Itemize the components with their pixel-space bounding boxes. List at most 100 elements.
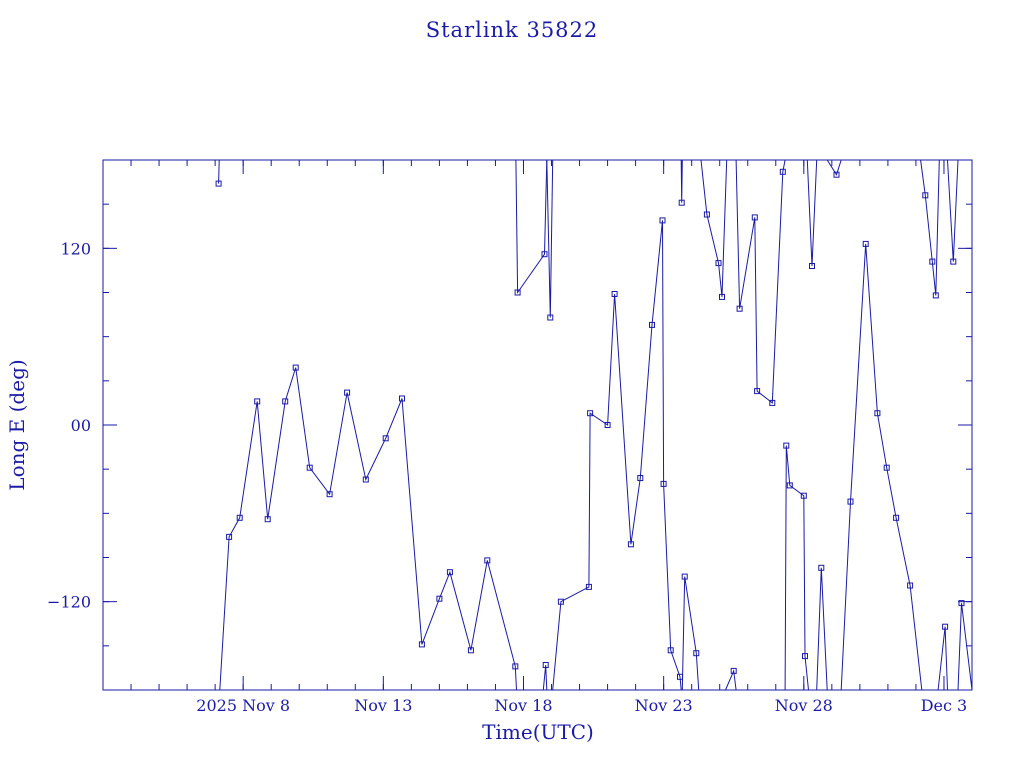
series-line bbox=[816, 567, 828, 691]
data-point bbox=[362, 476, 369, 483]
data-point bbox=[703, 211, 710, 218]
data-point bbox=[215, 180, 222, 187]
data-point bbox=[862, 240, 869, 247]
data-point bbox=[786, 482, 793, 489]
data-point bbox=[604, 422, 611, 428]
data-point bbox=[958, 600, 965, 607]
data-point bbox=[833, 171, 840, 178]
data-point bbox=[783, 442, 790, 449]
data-point bbox=[847, 498, 854, 505]
data-point bbox=[292, 364, 299, 371]
series-line bbox=[218, 159, 220, 184]
data-point bbox=[236, 514, 243, 521]
data-point bbox=[627, 541, 634, 548]
series-line bbox=[947, 159, 959, 262]
data-point bbox=[637, 475, 644, 481]
data-point bbox=[326, 491, 333, 498]
x-tick-label: 2025 Nov 8 bbox=[196, 696, 290, 715]
data-point bbox=[611, 291, 618, 297]
data-point bbox=[719, 293, 725, 300]
data-point bbox=[306, 464, 313, 471]
y-tick-label: 00 bbox=[71, 416, 91, 435]
series-line bbox=[784, 445, 809, 691]
data-point bbox=[649, 321, 655, 328]
plot-frame bbox=[102, 159, 973, 691]
data-point bbox=[514, 289, 521, 296]
data-point bbox=[677, 673, 683, 680]
data-point bbox=[809, 263, 815, 269]
series-line bbox=[552, 220, 682, 691]
series-line bbox=[546, 159, 554, 318]
data-point bbox=[418, 641, 425, 648]
series-line bbox=[515, 159, 548, 295]
data-point bbox=[542, 662, 549, 668]
data-point bbox=[282, 398, 289, 405]
series-line bbox=[680, 159, 683, 203]
y-tick-label: −120 bbox=[47, 593, 91, 612]
series-line bbox=[219, 367, 517, 691]
y-axis-label: Long E (deg) bbox=[5, 359, 29, 490]
data-point bbox=[929, 258, 936, 265]
data-point bbox=[693, 650, 700, 657]
data-point bbox=[382, 435, 389, 442]
data-point bbox=[800, 492, 807, 499]
data-point bbox=[883, 464, 890, 471]
data-lines bbox=[218, 159, 973, 691]
data-point bbox=[512, 663, 519, 670]
data-point bbox=[557, 598, 564, 605]
data-point bbox=[769, 399, 776, 406]
data-point bbox=[779, 168, 786, 175]
data-point bbox=[751, 214, 758, 221]
data-point bbox=[547, 314, 554, 321]
data-point bbox=[446, 569, 453, 576]
data-point bbox=[659, 217, 666, 224]
data-point bbox=[874, 410, 881, 417]
y-tick-label: 120 bbox=[60, 239, 91, 258]
x-tick-label: Nov 28 bbox=[775, 696, 833, 715]
data-point bbox=[399, 395, 405, 402]
data-markers bbox=[215, 168, 965, 680]
data-point bbox=[736, 305, 743, 312]
data-point bbox=[893, 514, 900, 521]
data-point bbox=[715, 260, 722, 267]
data-point bbox=[942, 623, 949, 630]
data-point bbox=[754, 388, 761, 395]
data-point bbox=[264, 516, 271, 523]
x-tick-label: Nov 23 bbox=[635, 696, 693, 715]
data-point bbox=[730, 667, 737, 674]
data-point bbox=[436, 595, 443, 602]
x-tick-label: Nov 18 bbox=[494, 696, 552, 715]
data-point bbox=[922, 192, 929, 199]
data-point bbox=[467, 647, 474, 654]
series-line bbox=[920, 159, 940, 296]
data-point bbox=[950, 258, 957, 265]
axis-ticks bbox=[103, 160, 972, 690]
series-line bbox=[735, 159, 786, 404]
y-tick-labels: 120 00 −120 bbox=[47, 239, 91, 611]
data-point bbox=[484, 557, 491, 564]
series-line bbox=[937, 626, 948, 691]
data-point bbox=[541, 251, 548, 258]
data-point bbox=[907, 582, 914, 589]
data-point bbox=[254, 398, 261, 405]
series-line bbox=[542, 664, 548, 691]
data-point bbox=[678, 199, 685, 206]
series-line bbox=[957, 603, 973, 691]
data-point bbox=[585, 583, 592, 590]
data-point bbox=[818, 564, 825, 571]
x-tick-label: Nov 13 bbox=[354, 696, 412, 715]
data-point bbox=[587, 410, 594, 417]
data-point bbox=[226, 533, 233, 540]
data-point bbox=[681, 573, 688, 580]
data-point bbox=[802, 653, 808, 660]
series-line bbox=[826, 159, 842, 176]
series-line bbox=[725, 669, 737, 691]
data-point bbox=[667, 647, 674, 654]
data-point bbox=[660, 480, 667, 487]
series-line bbox=[806, 159, 818, 267]
chart-title: Starlink 35822 bbox=[426, 18, 599, 42]
x-axis-label: Time(UTC) bbox=[482, 720, 594, 744]
series-line bbox=[681, 576, 700, 691]
x-tick-label: Dec 3 bbox=[921, 696, 968, 715]
